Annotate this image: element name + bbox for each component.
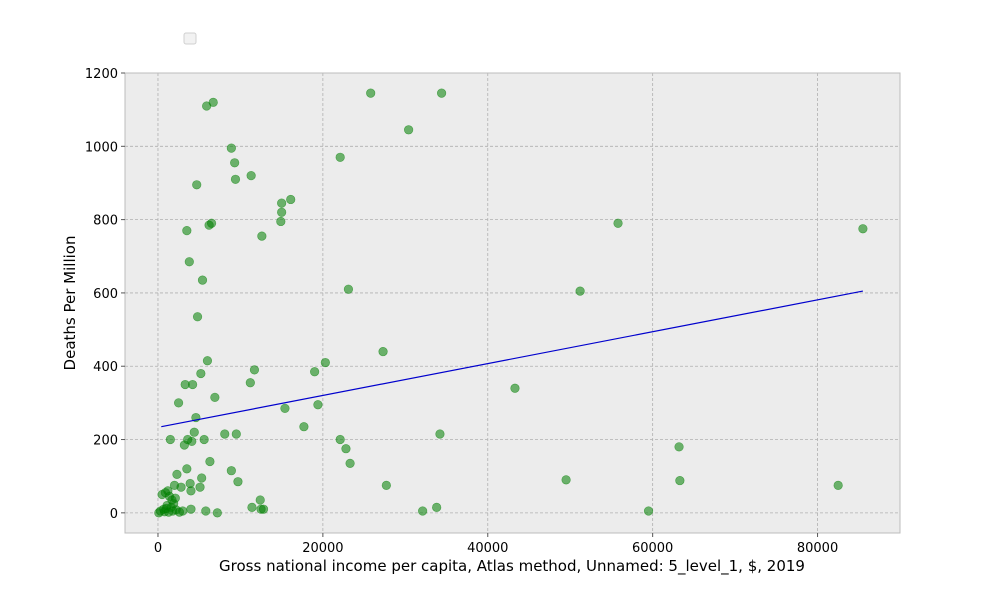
scatter-point <box>182 464 192 474</box>
scatter-point <box>226 143 236 153</box>
scatter-point <box>246 171 256 181</box>
y-tick-label: 1200 <box>85 67 118 82</box>
scatter-point <box>184 257 194 267</box>
trend-line-group <box>161 290 864 428</box>
scatter-point <box>187 436 197 446</box>
x-tick-label: 60000 <box>632 541 673 556</box>
y-tick-label: 1000 <box>85 140 118 155</box>
scatter-point <box>182 226 192 236</box>
scatter-point <box>192 180 202 190</box>
scatter-point <box>245 378 255 388</box>
scatter-point <box>192 312 203 322</box>
scatter-point <box>220 429 230 439</box>
scatter-point <box>320 357 330 368</box>
scatter-point <box>643 506 654 516</box>
scatter-point <box>277 207 287 217</box>
scatter-point <box>258 504 269 514</box>
scatter-point <box>199 434 209 445</box>
x-axis-ticks: 0 20000 40000 60000 80000 <box>154 533 838 556</box>
scatter-point <box>249 365 260 375</box>
x-tick-label: 80000 <box>797 541 838 556</box>
scatter-point <box>335 152 345 162</box>
scatter-point <box>341 444 351 454</box>
trend-line <box>161 290 864 428</box>
scatter-point <box>205 456 215 467</box>
scatter-point <box>366 88 376 98</box>
scatter-point <box>196 368 206 379</box>
scatter-point <box>310 367 320 377</box>
scatter-point <box>432 502 442 512</box>
scatter-point <box>206 218 217 228</box>
scatter-point <box>378 346 388 357</box>
legend-box <box>183 32 197 45</box>
grid-lines <box>125 72 900 533</box>
scatter-point <box>189 427 199 437</box>
scatter-point <box>404 125 414 135</box>
scatter-point <box>173 398 184 408</box>
x-tick-label: 40000 <box>467 541 508 556</box>
scatter-point <box>276 216 286 227</box>
scatter-points <box>154 88 868 518</box>
scatter-point <box>247 502 257 512</box>
x-axis-label: Gross national income per capita, Atlas … <box>219 557 805 576</box>
plot-area <box>125 73 900 533</box>
scatter-point <box>186 486 196 496</box>
x-tick-label: 20000 <box>302 541 343 556</box>
y-tick-label: 200 <box>93 434 118 449</box>
scatter-point <box>675 475 685 486</box>
x-tick-label: 0 <box>154 541 162 556</box>
scatter-point <box>212 508 222 518</box>
scatter-point <box>172 469 182 479</box>
scatter-point <box>165 434 175 445</box>
scatter-point <box>277 198 287 208</box>
scatter-point <box>230 158 240 168</box>
scatter-point <box>233 477 243 487</box>
scatter-point <box>435 429 445 439</box>
scatter-point <box>188 379 198 390</box>
y-tick-label: 600 <box>93 287 118 302</box>
scatter-point <box>170 493 180 503</box>
scatter-point <box>575 286 585 296</box>
scatter-point <box>201 506 211 516</box>
scatter-point <box>381 480 391 490</box>
scatter-point <box>335 434 345 445</box>
scatter-point <box>561 475 571 485</box>
scatter-point <box>202 356 213 366</box>
scatter-point <box>313 400 323 410</box>
scatter-point <box>833 480 843 490</box>
y-tick-label: 400 <box>93 360 118 375</box>
scatter-point <box>197 473 207 483</box>
scatter-point <box>176 482 186 492</box>
scatter-point <box>255 495 265 505</box>
scatter-point <box>178 506 188 516</box>
scatter-point <box>674 442 684 452</box>
y-axis-ticks: 0 200 400 600 800 1000 1200 <box>85 67 125 522</box>
scatter-point <box>195 482 205 492</box>
scatter-point <box>510 383 520 393</box>
scatter-point <box>226 466 236 476</box>
scatter-point <box>280 403 290 413</box>
scatter-point <box>230 174 241 184</box>
scatter-point <box>186 504 196 514</box>
scatter-point <box>197 275 208 285</box>
scatter-point <box>613 218 623 228</box>
scatter-point <box>208 97 218 107</box>
scatter-point <box>286 194 296 205</box>
y-axis-label: Deaths Per Million <box>61 236 79 371</box>
scatter-point <box>345 458 355 468</box>
scatter-point <box>210 392 220 402</box>
scatter-point <box>436 88 447 98</box>
y-tick-label: 800 <box>93 214 118 229</box>
scatter-point <box>343 284 354 294</box>
scatter-point <box>231 429 241 439</box>
scatter-point <box>299 422 309 432</box>
y-tick-label: 0 <box>110 507 118 522</box>
scatter-point <box>418 506 428 516</box>
scatter-point <box>858 224 868 234</box>
plot-frame <box>124 72 901 534</box>
scatter-point <box>257 231 267 241</box>
